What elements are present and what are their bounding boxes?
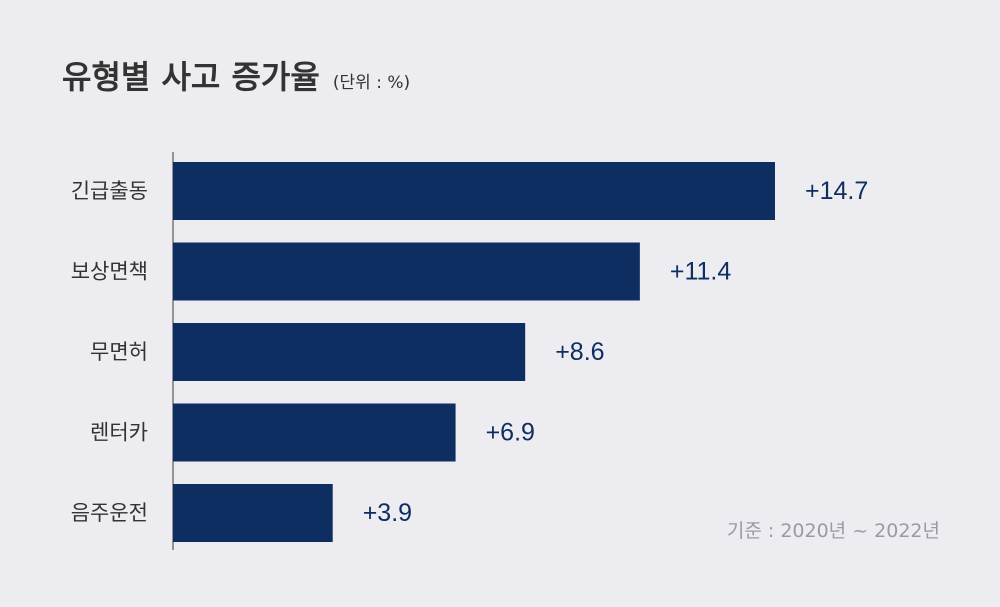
bar-1 bbox=[173, 162, 775, 220]
value-label-4: +6.9 bbox=[486, 419, 535, 447]
value-label-1: +14.7 bbox=[805, 177, 868, 205]
category-label-2: 보상면책 bbox=[71, 260, 148, 284]
bar-3 bbox=[173, 323, 526, 381]
category-label-3: 무면허 bbox=[90, 340, 148, 364]
chart-source-note: 기준 : 2020년 ~ 2022년 bbox=[726, 520, 940, 542]
bar-4 bbox=[173, 403, 456, 462]
chart-title: 유형별 사고 증가율 bbox=[62, 58, 320, 96]
chart-unit: (단위 : %) bbox=[332, 73, 411, 93]
chart-header: 유형별 사고 증가율 (단위 : %) bbox=[62, 52, 410, 98]
category-label-4: 렌터카 bbox=[90, 421, 148, 445]
bar-5 bbox=[173, 484, 333, 542]
value-label-2: +11.4 bbox=[670, 258, 731, 286]
category-label-1: 긴급출동 bbox=[71, 179, 148, 203]
bar-2 bbox=[173, 242, 640, 301]
value-label-3: +8.6 bbox=[555, 338, 604, 366]
value-label-5: +3.9 bbox=[363, 499, 412, 527]
category-label-5: 음주운전 bbox=[71, 501, 148, 525]
